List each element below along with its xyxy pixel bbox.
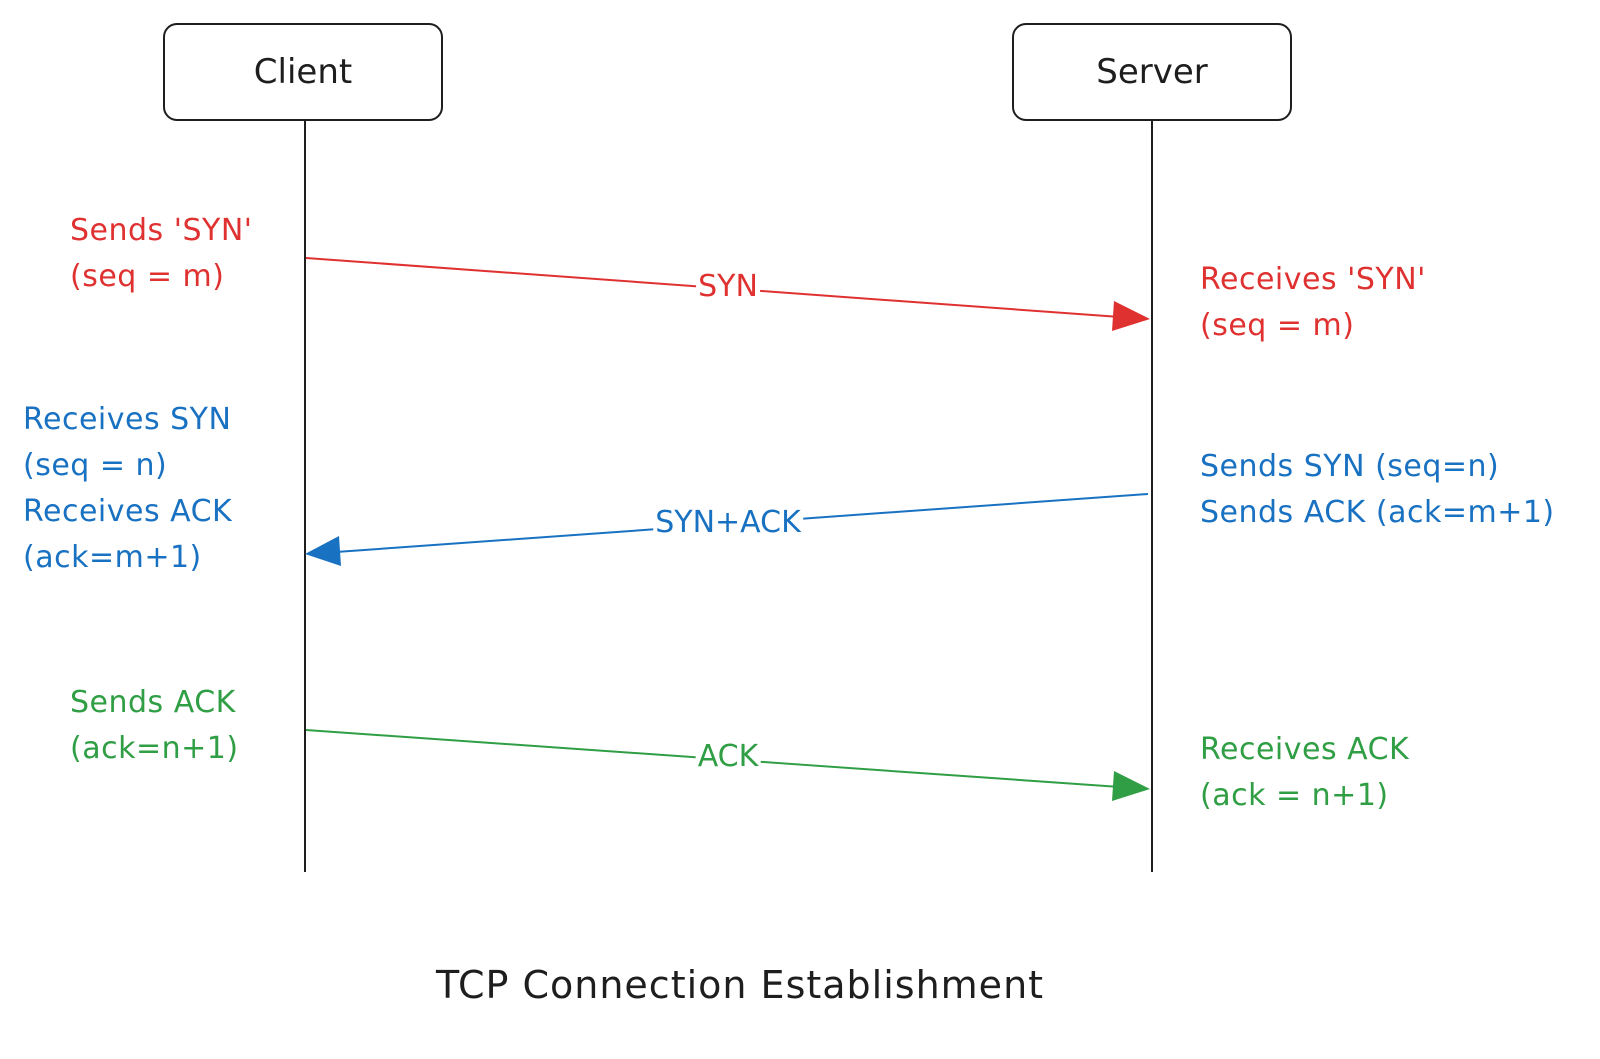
client-synack-note: Receives SYN (seq = n) Receives ACK (ack… [23, 397, 232, 581]
syn-message-label: SYN [696, 269, 760, 305]
note-line: Sends 'SYN' [70, 213, 253, 248]
note-line: (ack = n+1) [1200, 778, 1389, 813]
client-ack-note: Sends ACK (ack=n+1) [70, 680, 239, 772]
server-syn-note: Receives 'SYN' (seq = m) [1200, 257, 1426, 349]
server-participant-box: Server [1012, 23, 1292, 121]
note-line: (seq = m) [1200, 308, 1355, 343]
client-syn-note: Sends 'SYN' (seq = m) [70, 208, 253, 300]
note-line: Sends ACK [70, 685, 236, 720]
diagram-title: TCP Connection Establishment [435, 963, 1045, 1007]
note-line: Receives ACK [23, 494, 233, 529]
client-participant-box: Client [163, 23, 443, 121]
client-label: Client [253, 52, 353, 92]
server-label: Server [1096, 52, 1208, 92]
ack-arrowhead [1112, 771, 1150, 801]
syn-arrowhead [1112, 301, 1150, 331]
synack-arrowhead [305, 536, 341, 566]
note-line: Sends SYN (seq=n) [1200, 449, 1500, 484]
server-synack-note: Sends SYN (seq=n) Sends ACK (ack=m+1) [1200, 444, 1555, 536]
note-line: (seq = m) [70, 259, 225, 294]
note-line: (seq = n) [23, 448, 168, 483]
note-line: (ack=n+1) [70, 731, 239, 766]
note-line: Sends ACK (ack=m+1) [1200, 495, 1555, 530]
note-line: Receives 'SYN' [1200, 262, 1426, 297]
server-ack-note: Receives ACK (ack = n+1) [1200, 727, 1409, 819]
note-line: Receives SYN [23, 402, 232, 437]
synack-message-label: SYN+ACK [653, 505, 803, 541]
note-line: (ack=m+1) [23, 540, 202, 575]
ack-message-label: ACK [695, 739, 761, 775]
note-line: Receives ACK [1200, 732, 1410, 767]
